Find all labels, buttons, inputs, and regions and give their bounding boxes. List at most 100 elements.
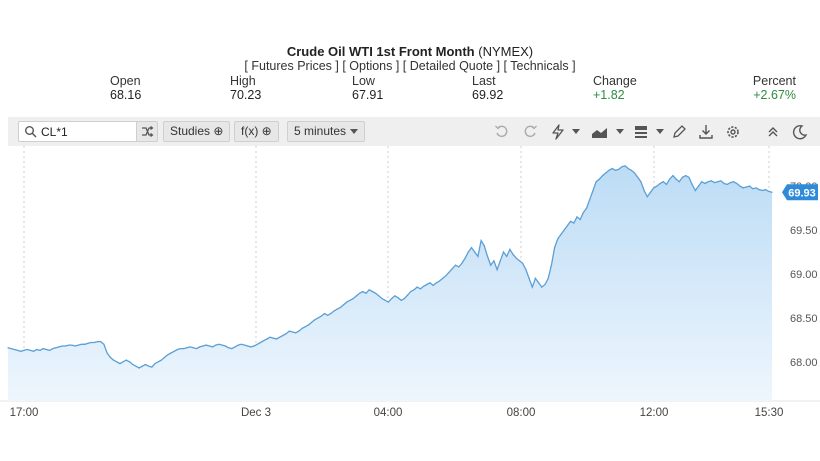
- data-point: [493, 260, 495, 262]
- settings-button[interactable]: [724, 123, 742, 141]
- data-point: [694, 189, 696, 192]
- chart-type-menu[interactable]: [590, 123, 624, 141]
- interval-select[interactable]: 5 minutes: [287, 121, 366, 142]
- x-tick-label: Dec 3: [241, 407, 271, 419]
- data-point: [176, 348, 178, 351]
- data-point: [228, 347, 230, 349]
- stat-value: +2.67%: [753, 88, 796, 102]
- data-point: [135, 365, 137, 367]
- data-point: [323, 312, 326, 315]
- data-point: [768, 190, 770, 192]
- studies-button[interactable]: Studies ⊕: [163, 121, 231, 142]
- redo-icon: [524, 125, 537, 138]
- data-point: [42, 348, 44, 350]
- data-point: [346, 301, 348, 303]
- data-point: [426, 283, 428, 286]
- data-point: [758, 189, 760, 191]
- chevron-down-icon: [616, 129, 624, 134]
- data-point: [736, 182, 738, 185]
- quote-links[interactable]: [ Futures Prices ] [ Options ] [ Detaile…: [244, 59, 576, 73]
- data-point: [61, 345, 63, 347]
- stat-percent: Percent +2.67%: [700, 74, 796, 102]
- symbol-search-input[interactable]: CL*1: [18, 121, 139, 142]
- data-point: [39, 349, 41, 351]
- area-chart-icon: [592, 128, 607, 138]
- data-point: [295, 332, 297, 334]
- data-point: [745, 186, 748, 188]
- data-point: [384, 299, 386, 301]
- data-point: [148, 365, 150, 367]
- data-point: [311, 321, 313, 323]
- redo-button[interactable]: [521, 123, 539, 141]
- symbol-value: CL*1: [41, 125, 68, 139]
- download-button[interactable]: [697, 123, 715, 141]
- data-point: [103, 343, 105, 345]
- data-point: [192, 347, 194, 349]
- data-point: [550, 264, 553, 266]
- data-point: [419, 288, 421, 290]
- functions-button[interactable]: f(x) ⊕: [234, 121, 279, 142]
- data-point: [266, 338, 268, 340]
- data-points: [7, 165, 773, 369]
- stat-value: 70.23: [230, 88, 262, 102]
- events-menu[interactable]: [549, 123, 580, 141]
- data-point: [432, 284, 434, 286]
- x-axis: 17:00 Dec 3 04:00 08:00 12:00 15:30: [10, 407, 784, 419]
- data-point: [483, 245, 485, 247]
- data-point: [646, 196, 648, 198]
- data-point: [509, 248, 511, 250]
- data-point: [282, 334, 284, 337]
- chart-settings-menu[interactable]: [632, 123, 664, 141]
- collapse-button[interactable]: [764, 123, 782, 141]
- data-point: [375, 292, 377, 294]
- data-point: [525, 269, 527, 271]
- data-point: [749, 185, 751, 187]
- data-point: [435, 282, 437, 284]
- data-point: [742, 187, 744, 189]
- data-point: [605, 172, 607, 174]
- data-point: [327, 314, 329, 316]
- data-point: [116, 361, 118, 363]
- data-point: [458, 266, 460, 268]
- theme-toggle[interactable]: [791, 123, 809, 141]
- data-point: [557, 238, 559, 240]
- data-point: [269, 336, 271, 338]
- data-point: [125, 359, 127, 361]
- draw-button[interactable]: [670, 123, 688, 141]
- data-point: [17, 349, 19, 351]
- data-point: [180, 348, 182, 350]
- quote-stats: Open 68.16 High 70.23 Low 67.91 Last 69.…: [0, 74, 820, 104]
- data-point: [713, 182, 716, 184]
- data-point: [215, 344, 217, 346]
- data-point: [250, 346, 252, 348]
- data-point: [109, 356, 111, 358]
- data-point: [23, 349, 25, 351]
- data-point: [579, 218, 581, 221]
- data-point: [624, 165, 626, 167]
- data-point: [381, 298, 383, 300]
- data-point: [707, 181, 709, 183]
- data-point: [467, 251, 469, 253]
- stat-value: 67.91: [352, 88, 384, 102]
- data-point: [33, 350, 35, 352]
- data-point: [20, 350, 22, 352]
- stat-open: Open 68.16: [110, 74, 141, 102]
- data-point: [582, 211, 585, 214]
- data-point: [355, 295, 357, 297]
- data-point: [336, 308, 338, 310]
- gear-icon: [727, 126, 739, 138]
- data-point: [58, 346, 60, 348]
- data-point: [630, 169, 632, 171]
- data-point: [602, 175, 604, 177]
- data-point: [538, 282, 540, 284]
- data-point: [304, 326, 306, 328]
- data-point: [586, 207, 588, 209]
- data-point: [183, 348, 185, 350]
- data-point: [665, 183, 668, 185]
- y-tick-label: 69.00: [790, 269, 818, 281]
- data-point: [739, 185, 741, 187]
- undo-button[interactable]: [493, 123, 511, 141]
- compare-button[interactable]: [136, 121, 158, 142]
- data-point: [544, 283, 546, 286]
